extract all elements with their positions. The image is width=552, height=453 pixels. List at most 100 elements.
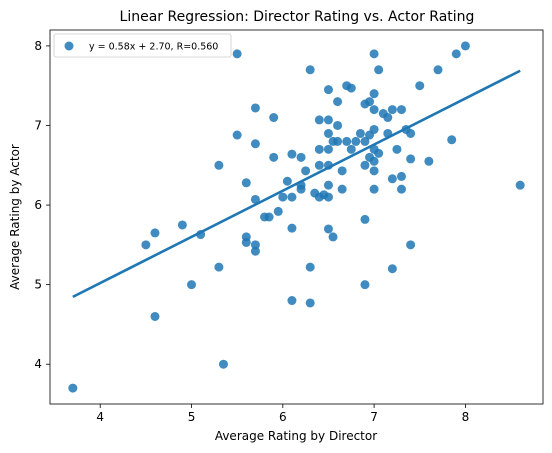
data-point (333, 136, 343, 146)
data-point (451, 49, 461, 59)
data-point (396, 105, 406, 115)
x-tick-label: 5 (188, 410, 196, 424)
data-point (323, 192, 333, 202)
data-point (360, 136, 370, 146)
x-tick-label: 8 (462, 410, 470, 424)
data-point (287, 296, 297, 306)
data-point (214, 160, 224, 170)
data-point (337, 166, 347, 176)
data-point (337, 184, 347, 194)
data-point (360, 280, 370, 290)
data-point (369, 184, 379, 194)
data-point (396, 184, 406, 194)
data-point (333, 97, 343, 107)
data-point (187, 280, 197, 290)
data-point (323, 128, 333, 138)
data-point (301, 166, 311, 176)
x-tick-label: 7 (370, 410, 378, 424)
data-point (323, 115, 333, 125)
data-point (333, 120, 343, 130)
plot-frame (49, 29, 544, 405)
data-point (360, 214, 370, 224)
data-point (250, 240, 260, 250)
data-point (218, 359, 228, 369)
data-point (323, 85, 333, 95)
data-point (241, 237, 251, 247)
data-point (365, 97, 375, 107)
data-point (406, 128, 416, 138)
data-point (374, 65, 384, 75)
data-point (342, 136, 352, 146)
y-tick-label: 8 (34, 39, 42, 53)
data-point (351, 136, 361, 146)
data-point (369, 124, 379, 134)
data-point (232, 49, 242, 59)
data-point (287, 149, 297, 159)
data-point (214, 262, 224, 272)
x-axis: 4 5 6 7 8 (96, 404, 469, 424)
x-tick-label: 6 (279, 410, 287, 424)
data-point (406, 240, 416, 250)
data-point (287, 223, 297, 233)
data-point (269, 152, 279, 162)
data-point (250, 194, 260, 204)
data-point (387, 105, 397, 115)
chart-title: Linear Regression: Director Rating vs. A… (120, 9, 475, 25)
data-point (447, 135, 457, 145)
data-point (141, 240, 151, 250)
data-point (369, 89, 379, 99)
data-point (264, 212, 274, 222)
data-point (323, 180, 333, 190)
data-point (346, 144, 356, 154)
legend: y = 0.58x + 2.70, R=0.560 (53, 33, 232, 58)
data-point (369, 105, 379, 115)
data-point (328, 232, 338, 242)
data-point (406, 154, 416, 164)
data-point (177, 220, 187, 230)
data-point (424, 156, 434, 166)
y-axis-label: Average Rating by Actor (8, 144, 22, 290)
data-point (515, 180, 525, 190)
data-point (250, 103, 260, 113)
data-point (250, 246, 260, 256)
data-point (232, 130, 242, 140)
y-tick-label: 5 (34, 278, 42, 292)
data-point (369, 49, 379, 59)
data-point (305, 298, 315, 308)
data-point (150, 311, 160, 321)
data-point (387, 174, 397, 184)
data-point (323, 144, 333, 154)
data-point (278, 192, 288, 202)
data-point (241, 178, 251, 188)
data-point (460, 41, 470, 51)
data-point (287, 192, 297, 202)
regression-line-layer (72, 69, 521, 299)
data-point (305, 262, 315, 272)
data-point (355, 128, 365, 138)
data-point (314, 144, 324, 154)
data-point (396, 171, 406, 181)
data-point (374, 148, 384, 158)
data-point (346, 83, 356, 93)
data-point (269, 113, 279, 123)
data-point (296, 184, 306, 194)
legend-marker (64, 41, 74, 51)
y-tick-label: 7 (34, 118, 42, 132)
data-point (314, 115, 324, 125)
data-point (273, 206, 283, 216)
data-point (392, 144, 402, 154)
legend-box (53, 33, 232, 58)
x-axis-label: Average Rating by Director (215, 429, 377, 443)
data-point (250, 139, 260, 149)
data-point (282, 176, 292, 186)
data-point (314, 160, 324, 170)
data-point (369, 166, 379, 176)
legend-label: y = 0.58x + 2.70, R=0.560 (89, 42, 218, 53)
data-point (68, 383, 78, 393)
data-point (360, 160, 370, 170)
data-point (383, 113, 393, 123)
data-point (323, 224, 333, 234)
y-tick-label: 4 (34, 357, 42, 371)
data-point (150, 228, 160, 238)
